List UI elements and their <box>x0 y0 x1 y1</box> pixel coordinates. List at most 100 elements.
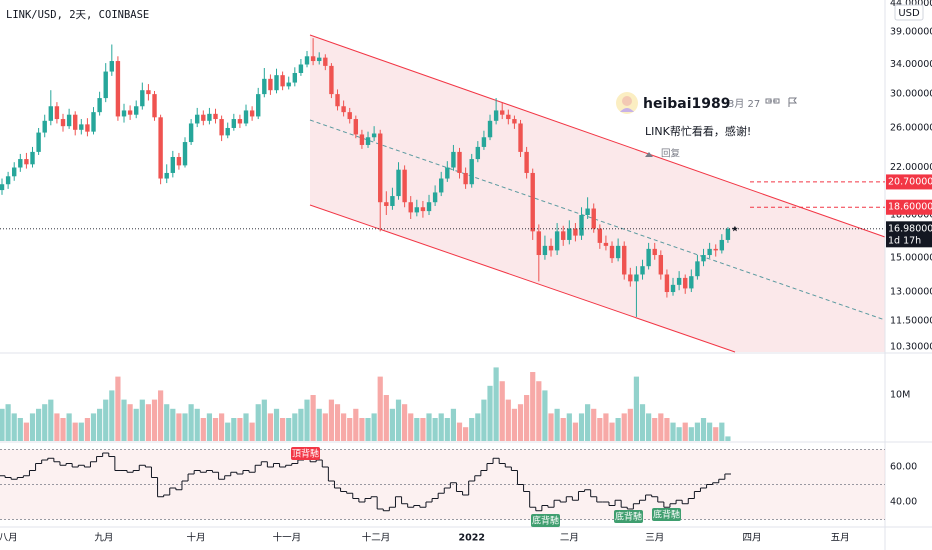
candle-body <box>115 61 121 117</box>
volume-bar <box>463 427 469 441</box>
x-tick-label: 九月 <box>94 532 113 544</box>
candle-body <box>506 114 511 120</box>
volume-bar <box>23 422 30 441</box>
volume-bar <box>188 404 194 441</box>
reply-button[interactable]: 回复 <box>661 148 681 160</box>
volume-bar <box>658 413 664 441</box>
candle-body <box>18 159 23 168</box>
candle-body <box>664 274 670 293</box>
candle-body <box>597 228 603 243</box>
candle-body <box>512 119 517 124</box>
comment-user[interactable]: heibai1989 <box>643 96 731 112</box>
volume-bar <box>267 413 274 441</box>
volume-bar <box>316 408 322 441</box>
divergence-tag: 底背馳 <box>615 510 642 522</box>
volume-bar <box>158 390 164 441</box>
candle-body <box>134 106 139 115</box>
volume-bar <box>664 418 670 441</box>
candle-body <box>432 192 438 203</box>
volume-bar <box>292 413 298 441</box>
candle-body <box>579 215 584 236</box>
y-tick-label: 60.00 <box>890 462 917 473</box>
current-marker <box>731 225 738 232</box>
flag-icon[interactable] <box>788 97 798 107</box>
price-label: 18.60000 <box>888 202 932 213</box>
divergence-tag-box <box>291 447 320 460</box>
volume-bar <box>36 408 42 441</box>
volume-bar <box>682 422 688 441</box>
candle-body <box>201 114 206 121</box>
candle-body <box>66 114 72 127</box>
volume-bar <box>615 418 621 441</box>
volume-bar <box>359 418 365 441</box>
candle-body <box>329 65 334 95</box>
volume-bar <box>54 413 60 441</box>
candle-body <box>670 284 676 293</box>
candle-body <box>140 90 145 107</box>
current-label-box <box>886 221 932 248</box>
link-icon[interactable] <box>765 98 780 104</box>
reply-icon[interactable] <box>645 152 653 157</box>
symbol-title: LINK/USD, 2天, COINBASE <box>6 9 149 21</box>
currency[interactable]: USD <box>898 8 920 19</box>
volume-bar <box>200 418 206 441</box>
candle-body <box>652 248 657 256</box>
volume-bar <box>164 404 170 441</box>
y-tick-label: 40.00 <box>890 496 917 507</box>
candle-body <box>554 231 560 251</box>
x-tick-label: 八月 <box>0 533 18 544</box>
candle-body <box>646 248 651 267</box>
candle-body <box>286 82 291 87</box>
candle-body <box>676 277 682 285</box>
indicator-riser <box>4 453 726 511</box>
candle-body <box>695 261 700 277</box>
volume-bar <box>170 408 176 441</box>
candle-body <box>707 248 712 256</box>
x-tick-label: 十一月 <box>273 532 302 544</box>
volume-bar <box>182 413 188 441</box>
volume-bar <box>237 418 243 441</box>
candle-body <box>274 75 279 91</box>
divergence-tag: 頂背馳 <box>292 447 319 459</box>
candle-body <box>475 146 481 160</box>
candle-body <box>152 94 157 118</box>
currency-box[interactable] <box>894 4 924 21</box>
candle-body <box>615 245 621 259</box>
volume-bar <box>633 376 640 441</box>
volume-bar <box>219 413 225 441</box>
price-label-box <box>886 199 932 215</box>
volume-bar <box>133 408 139 441</box>
volume-bar <box>560 418 566 441</box>
candle-body <box>12 167 17 177</box>
volume-bar <box>377 376 383 441</box>
volume-bar <box>542 390 548 441</box>
candle-body <box>396 169 401 197</box>
candle-body <box>231 119 237 128</box>
volume-bar <box>450 408 457 441</box>
volume-bar <box>322 413 328 441</box>
volume-bar <box>347 418 353 441</box>
volume-bar <box>646 413 652 441</box>
candle-body <box>79 124 84 130</box>
candle-body <box>347 112 352 120</box>
volume-bar <box>536 381 542 441</box>
volume-bar <box>578 413 585 441</box>
candle-body <box>390 196 395 206</box>
volume-bar <box>206 413 213 441</box>
candle-body <box>225 127 230 136</box>
volume-bar <box>353 408 359 441</box>
candle-body <box>439 178 444 193</box>
volume-bar <box>0 408 5 441</box>
volume-bar <box>304 399 310 441</box>
divergence-tag: 底背馳 <box>532 514 559 526</box>
volume-bar <box>688 427 694 441</box>
candle-body <box>188 123 194 143</box>
volume-bar <box>621 413 627 441</box>
candle-body <box>176 156 182 166</box>
price-label-box <box>886 174 932 190</box>
candle-body <box>73 114 78 130</box>
candle-body <box>146 90 151 95</box>
candle-body <box>493 110 499 121</box>
volume-bar <box>255 404 261 441</box>
